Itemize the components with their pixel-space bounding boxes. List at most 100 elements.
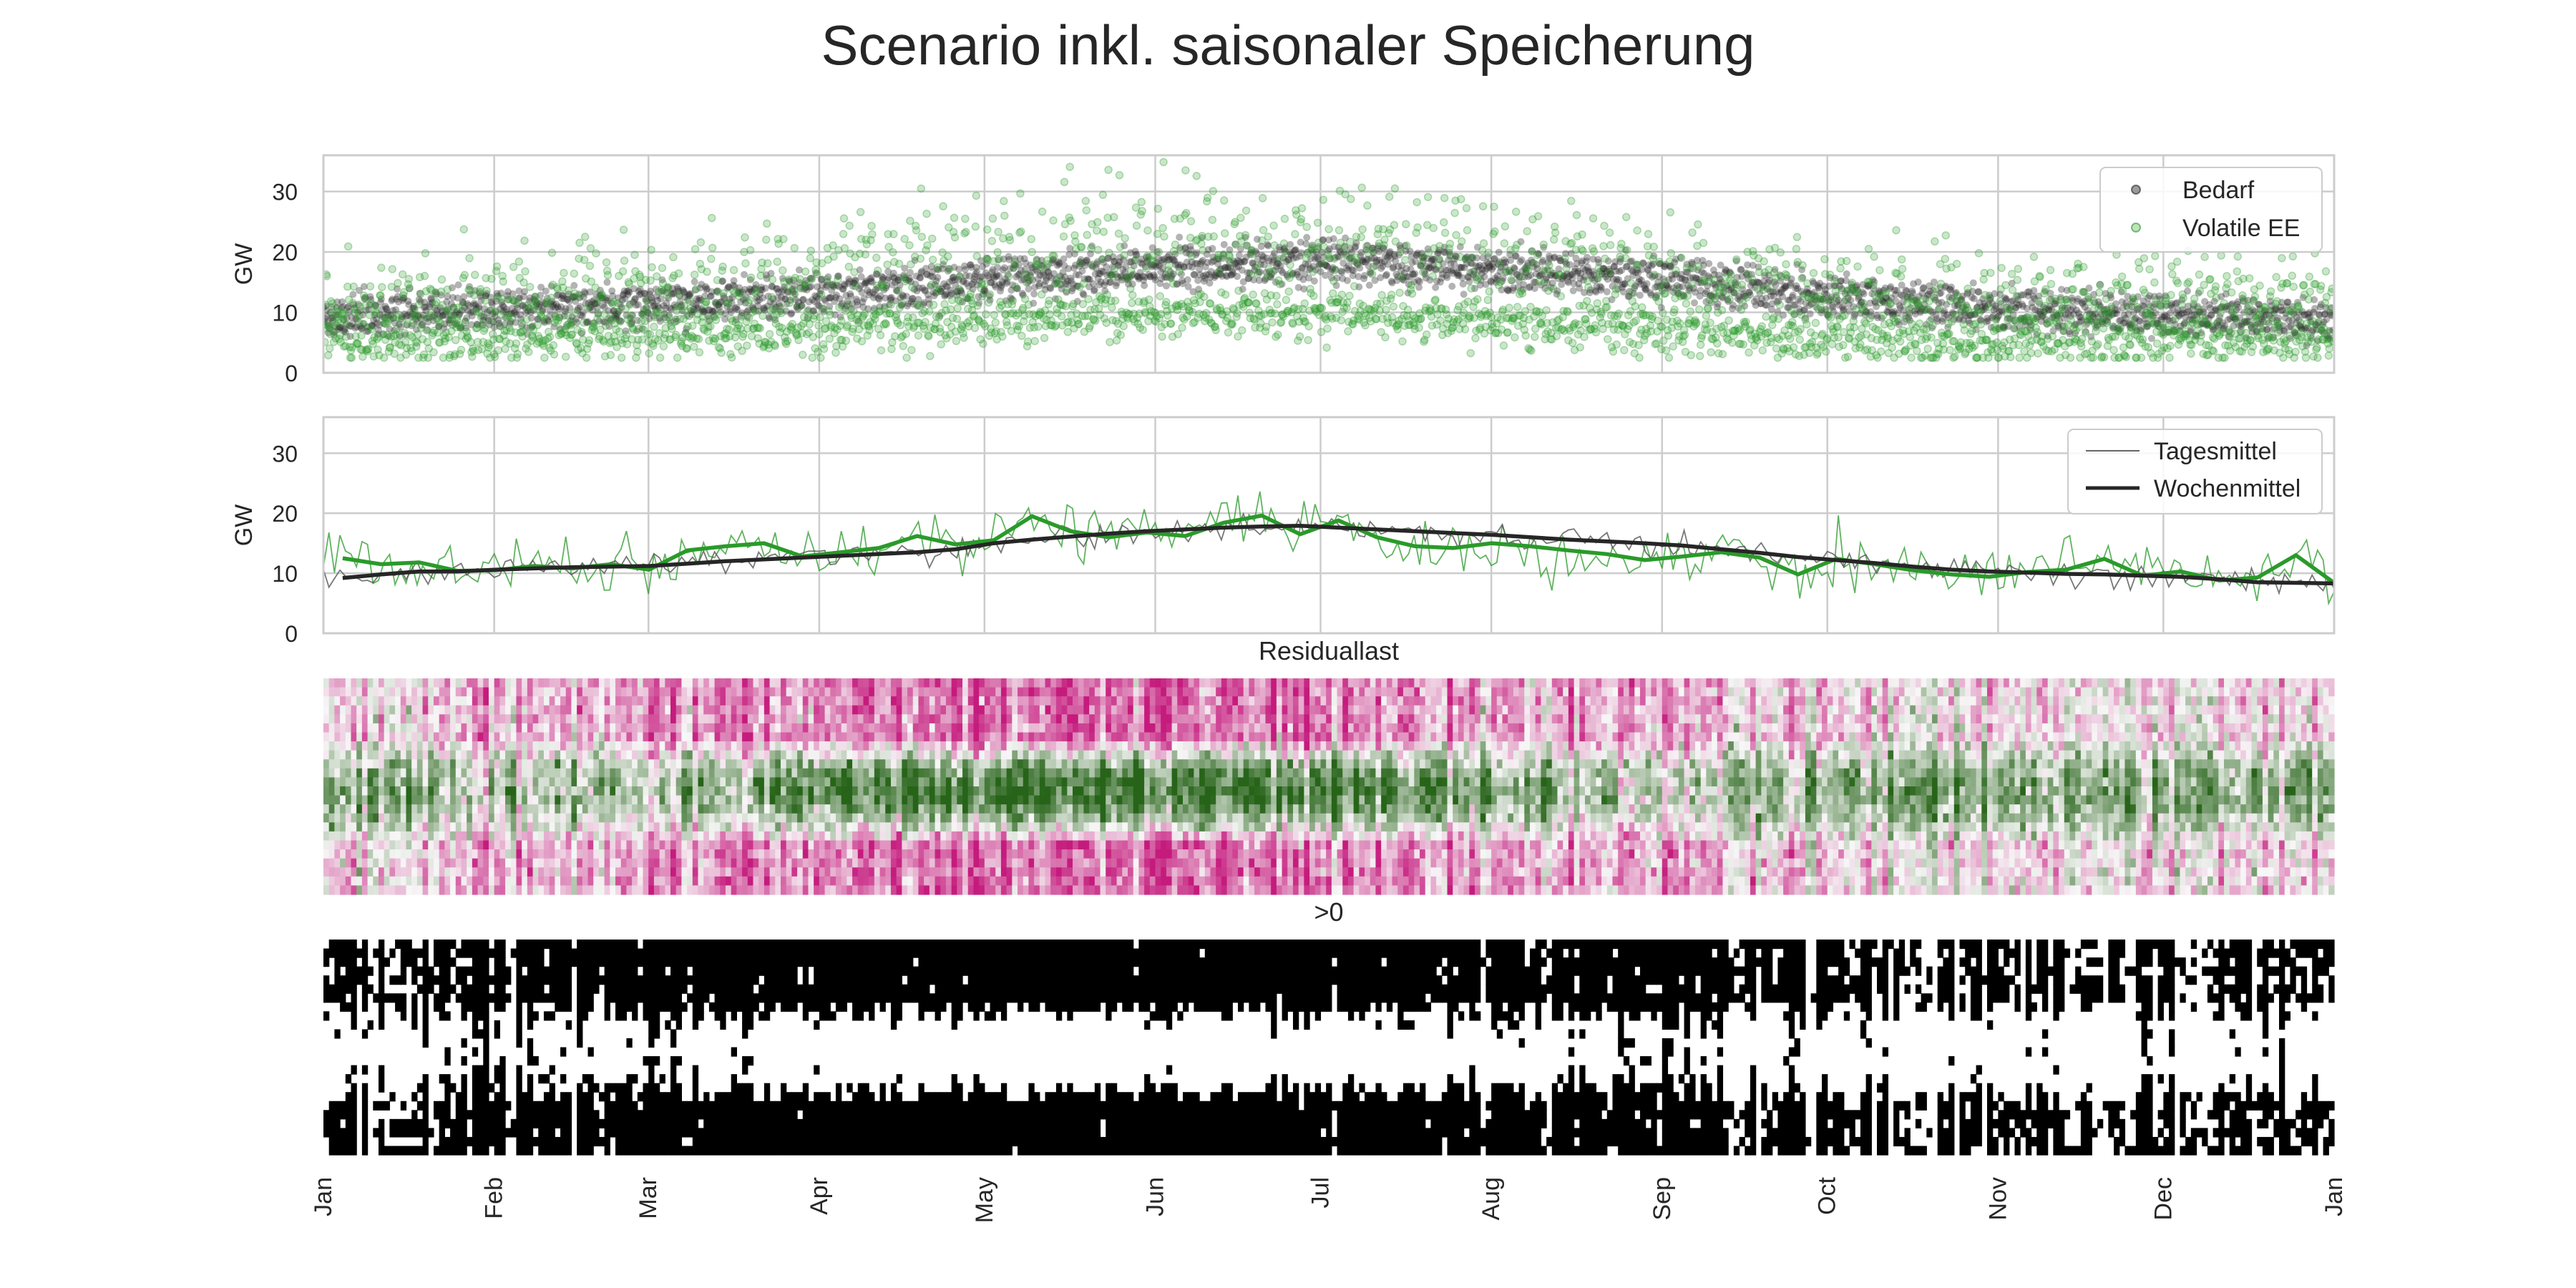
volatile-ee-point [1079, 279, 1088, 288]
bedarf-point [393, 285, 401, 293]
volatile-ee-point [919, 324, 928, 333]
volatile-ee-point [669, 253, 678, 262]
bedarf-point [348, 313, 356, 321]
bedarf-point [401, 310, 409, 318]
volatile-ee-point [1203, 193, 1212, 203]
volatile-ee-point [1352, 258, 1362, 268]
volatile-ee-point [547, 248, 557, 258]
volatile-ee-point [686, 296, 694, 306]
volatile-ee-point [993, 248, 1002, 257]
volatile-ee-point [713, 275, 722, 285]
volatile-ee-point [1669, 342, 1677, 351]
bedarf-point [788, 309, 796, 317]
bedarf-point [325, 322, 333, 330]
volatile-ee-point [1164, 260, 1174, 270]
bedarf-point [392, 306, 400, 313]
volatile-ee-point [457, 346, 466, 354]
volatile-ee-point [1589, 214, 1598, 223]
bedarf-point [347, 323, 355, 331]
volatile-ee-point [1662, 346, 1671, 355]
bedarf-point [390, 314, 398, 322]
volatile-ee-point [1313, 218, 1322, 228]
bedarf-point [542, 287, 550, 295]
volatile-ee-point [1268, 318, 1277, 327]
bedarf-point [323, 302, 329, 310]
volatile-ee-point [1043, 260, 1053, 269]
volatile-ee-point [1505, 303, 1513, 312]
volatile-ee-point [1199, 246, 1207, 255]
volatile-ee-point [982, 225, 992, 234]
bedarf-point [1914, 278, 1922, 286]
volatile-ee-point [1599, 242, 1608, 250]
bedarf-point [906, 268, 914, 276]
volatile-ee-point [1460, 325, 1470, 333]
volatile-ee-point [1396, 248, 1405, 256]
bedarf-point [353, 323, 361, 331]
volatile-ee-point [1423, 192, 1433, 202]
bedarf-point [387, 311, 395, 319]
volatile-ee-point [1128, 298, 1136, 308]
volatile-ee-point [1274, 255, 1284, 263]
bedarf-point [356, 287, 364, 295]
volatile-ee-point [1695, 351, 1704, 361]
volatile-ee-point [1302, 223, 1311, 231]
volatile-ee-point [1234, 286, 1243, 295]
volatile-ee-point [1523, 227, 1531, 235]
volatile-ee-point [927, 234, 937, 243]
volatile-ee-point [1614, 309, 1623, 318]
volatile-ee-point [1057, 312, 1066, 321]
volatile-ee-point [801, 267, 810, 276]
volatile-ee-point [779, 266, 787, 275]
volatile-ee-point [1192, 172, 1201, 180]
volatile-ee-point [794, 336, 803, 345]
volatile-ee-point [819, 344, 829, 353]
volatile-ee-point [1187, 251, 1196, 260]
bedarf-point [327, 314, 335, 322]
volatile-ee-point [1253, 261, 1262, 270]
volatile-ee-point [1707, 348, 1715, 357]
volatile-ee-point [1687, 280, 1696, 289]
bedarf-point [374, 331, 382, 338]
volatile-ee-point [1369, 262, 1378, 271]
volatile-ee-point [844, 301, 853, 309]
volatile-ee-point [1166, 319, 1176, 328]
volatile-ee-point [762, 235, 771, 244]
volatile-ee-point [1495, 260, 1504, 268]
volatile-ee-point [1702, 311, 1711, 321]
volatile-ee-point [966, 289, 975, 298]
volatile-ee-point [971, 222, 980, 231]
volatile-ee-point [962, 228, 970, 236]
volatile-ee-point [1593, 299, 1602, 308]
bedarf-point [365, 306, 373, 313]
volatile-ee-point [741, 259, 750, 268]
volatile-ee-point [725, 325, 733, 334]
bedarf-point [371, 311, 379, 318]
volatile-ee-point [900, 235, 909, 243]
volatile-ee-point [481, 296, 489, 306]
bedarf-point [1416, 278, 1424, 286]
bedarf-point [338, 304, 346, 312]
bedarf-point [362, 306, 370, 314]
volatile-ee-point [902, 329, 910, 338]
bedarf-point [396, 323, 404, 331]
volatile-ee-point [561, 352, 570, 361]
volatile-ee-point [550, 350, 559, 359]
volatile-ee-point [1319, 243, 1329, 251]
volatile-ee-point [372, 309, 381, 318]
volatile-ee-point [1182, 208, 1191, 218]
volatile-ee-point [1272, 291, 1281, 301]
volatile-ee-point [1650, 270, 1659, 279]
volatile-ee-point [933, 263, 942, 272]
volatile-ee-point [826, 311, 835, 319]
volatile-ee-point [901, 277, 909, 286]
volatile-ee-point [1631, 316, 1640, 326]
volatile-ee-point [1128, 291, 1137, 300]
volatile-ee-point [1126, 284, 1135, 293]
volatile-ee-point [1200, 293, 1209, 301]
volatile-ee-point [1083, 230, 1091, 240]
volatile-ee-point [1644, 230, 1653, 238]
volatile-ee-point [1665, 257, 1674, 266]
volatile-ee-point [603, 270, 613, 280]
volatile-ee-point [1533, 250, 1542, 260]
volatile-ee-point [1390, 220, 1399, 230]
